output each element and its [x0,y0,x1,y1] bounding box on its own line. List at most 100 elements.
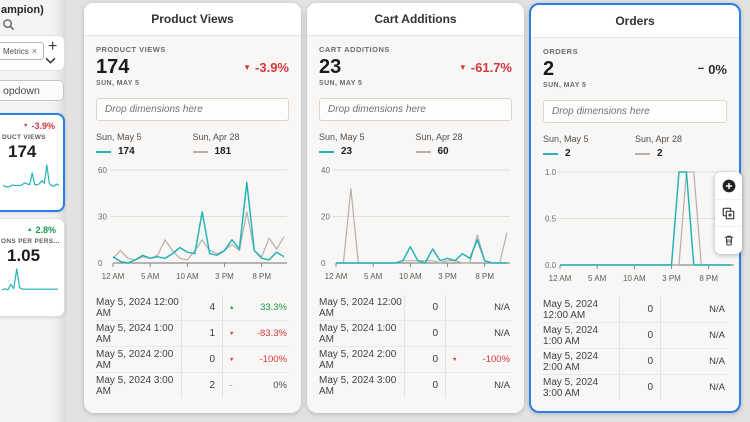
close-icon[interactable]: × [31,46,38,56]
panel-body: PRODUCT VIEWS 174 ▼ -3.9% SUN, MAY 5 Dro… [84,36,301,398]
svg-text:0: 0 [98,259,103,268]
row-value: 0 [404,321,445,346]
chart-legend: Sun, May 5 23 Sun, Apr 28 60 [319,132,512,157]
row-date: May 5, 2024 1:00 AM [319,322,397,345]
row-change: N/A [445,373,512,398]
table-row[interactable]: May 5, 2024 2:00 AM 0 ▼ -100% [319,347,512,373]
table-row[interactable]: May 5, 2024 2:00 AM 0 N/A [543,349,727,375]
svg-text:12 AM: 12 AM [102,272,125,281]
mini-metric-card-per-person[interactable]: ▲ 2.8% ONS PER PERS... 1.05 [0,218,65,317]
panel-orders: Orders ORDERS 2 − 0% SUN, MAY 5 Drop dim… [529,3,741,413]
chevron-down-icon[interactable] [45,57,56,64]
series-swatch [192,150,208,153]
mini-metric-label: ONS PER PERS... [1,238,60,245]
row-value: 0 [619,297,660,322]
svg-text:60: 60 [98,166,107,175]
series-swatch [415,150,431,153]
row-date: May 5, 2024 1:00 AM [543,324,599,347]
metric-label: PRODUCT VIEWS [96,45,166,54]
row-change: ▼ -83.3% [222,321,289,346]
delete-button[interactable] [715,226,742,253]
table-row[interactable]: May 5, 2024 12:00 AM 4 ▲ 33.3% [96,295,289,321]
dropdown-button[interactable]: opdown [0,80,64,101]
svg-text:0: 0 [321,259,326,268]
svg-text:8 PM: 8 PM [252,272,271,281]
svg-text:10 AM: 10 AM [176,272,199,281]
line-chart: 0 30 60 12 AM 5 AM 10 AM 3 PM 8 PM [98,166,287,281]
mini-metric-label: DUCT VIEWS [2,134,46,141]
row-change: N/A [660,375,727,400]
row-date: May 5, 2024 2:00 AM [543,350,599,373]
table-row[interactable]: May 5, 2024 2:00 AM 0 ▼ -100% [96,347,289,373]
metric-date: SUN, MAY 5 [319,80,363,87]
panel-actions-toolbar [715,172,742,254]
table-row[interactable]: May 5, 2024 12:00 AM 0 N/A [319,295,512,321]
mini-change: ▼ -3.9% [23,121,55,131]
hourly-data-table: May 5, 2024 12:00 AM 0 N/A May 5, 2024 1:00… [319,295,512,398]
row-value: 0 [181,347,222,372]
metric-change: − 0% [697,61,727,77]
row-date: May 5, 2024 12:00 AM [319,296,402,319]
row-change: N/A [445,321,512,346]
drop-dimensions-zone[interactable]: Drop dimensions here [543,100,727,123]
series-swatch [543,152,558,155]
table-row[interactable]: May 5, 2024 12:00 AM 0 N/A [543,297,727,323]
row-value: 0 [619,323,660,348]
row-change: N/A [660,349,727,374]
search-icon[interactable] [2,18,15,31]
svg-text:12 AM: 12 AM [549,274,572,283]
row-value: 0 [404,295,445,320]
table-row[interactable]: May 5, 2024 1:00 AM 0 N/A [543,323,727,349]
svg-text:12 AM: 12 AM [325,272,348,281]
legend-item: Sun, Apr 28 2 [635,134,683,159]
row-change: –0% [222,373,289,398]
duplicate-icon [722,207,735,219]
svg-text:5 AM: 5 AM [588,274,607,283]
table-row[interactable]: May 5, 2024 3:00 AM 0 N/A [543,375,727,400]
metric-change: ▼ -3.9% [243,59,289,75]
table-row[interactable]: May 5, 2024 1:00 AM 0 N/A [319,321,512,347]
metrics-pill[interactable]: Metrics × [0,42,44,60]
panel-title: Cart Additions [374,12,457,26]
svg-text:0.0: 0.0 [545,261,557,270]
row-value: 0 [404,347,445,372]
add-filter-button[interactable]: + [48,38,58,55]
panel-header[interactable]: Orders [531,5,739,38]
sparkline-chart [2,164,60,188]
svg-text:8 PM: 8 PM [699,274,718,283]
svg-text:10 AM: 10 AM [399,272,422,281]
mini-metric-card-product-views[interactable]: ▼ -3.9% DUCT VIEWS 174 [0,113,65,212]
line-chart: 0.0 0.5 1.0 12 AM 5 AM 10 AM 3 PM 8 PM [545,168,734,283]
mini-change: ▲ 2.8% [27,225,56,235]
project-title-fragment: ampion) [1,4,44,16]
svg-text:8 PM: 8 PM [475,272,494,281]
svg-text:5 AM: 5 AM [141,272,160,281]
row-change: N/A [445,295,512,320]
metric-date: SUN, MAY 5 [543,82,587,89]
panel-cart-additions: Cart Additions CART ADDITIONS 23 ▼ -61.7… [307,3,524,413]
metrics-filter-box: Metrics × + [0,36,64,70]
drop-dimensions-zone[interactable]: Drop dimensions here [96,98,289,121]
row-date: May 5, 2024 3:00 AM [319,374,397,397]
table-row[interactable]: May 5, 2024 1:00 AM 1 ▼ -83.3% [96,321,289,347]
panel-header[interactable]: Cart Additions [307,3,524,36]
row-value: 0 [619,375,660,400]
change-direction-icon: ▼ [243,62,252,72]
line-chart: 0 20 40 12 AM 5 AM 10 AM 3 PM 8 PM [321,166,510,281]
table-row[interactable]: May 5, 2024 3:00 AM 0 N/A [319,373,512,398]
chart-legend: Sun, May 5 2 Sun, Apr 28 2 [543,134,727,159]
row-date: May 5, 2024 2:00 AM [319,348,397,371]
svg-text:10 AM: 10 AM [623,274,646,283]
add-button[interactable] [715,173,742,199]
row-value: 0 [404,373,445,398]
change-direction-icon: – [229,382,233,389]
duplicate-button[interactable] [715,199,742,226]
drop-dimensions-zone[interactable]: Drop dimensions here [319,98,512,121]
row-change: N/A [660,297,727,322]
row-change: ▲ 33.3% [222,295,289,320]
table-row[interactable]: May 5, 2024 3:00 AM 2–0% [96,373,289,398]
chart-legend: Sun, May 5 174 Sun, Apr 28 181 [96,132,289,157]
metric-value: 174 [96,56,130,78]
row-date: May 5, 2024 12:00 AM [543,298,599,321]
panel-header[interactable]: Product Views [84,3,301,36]
